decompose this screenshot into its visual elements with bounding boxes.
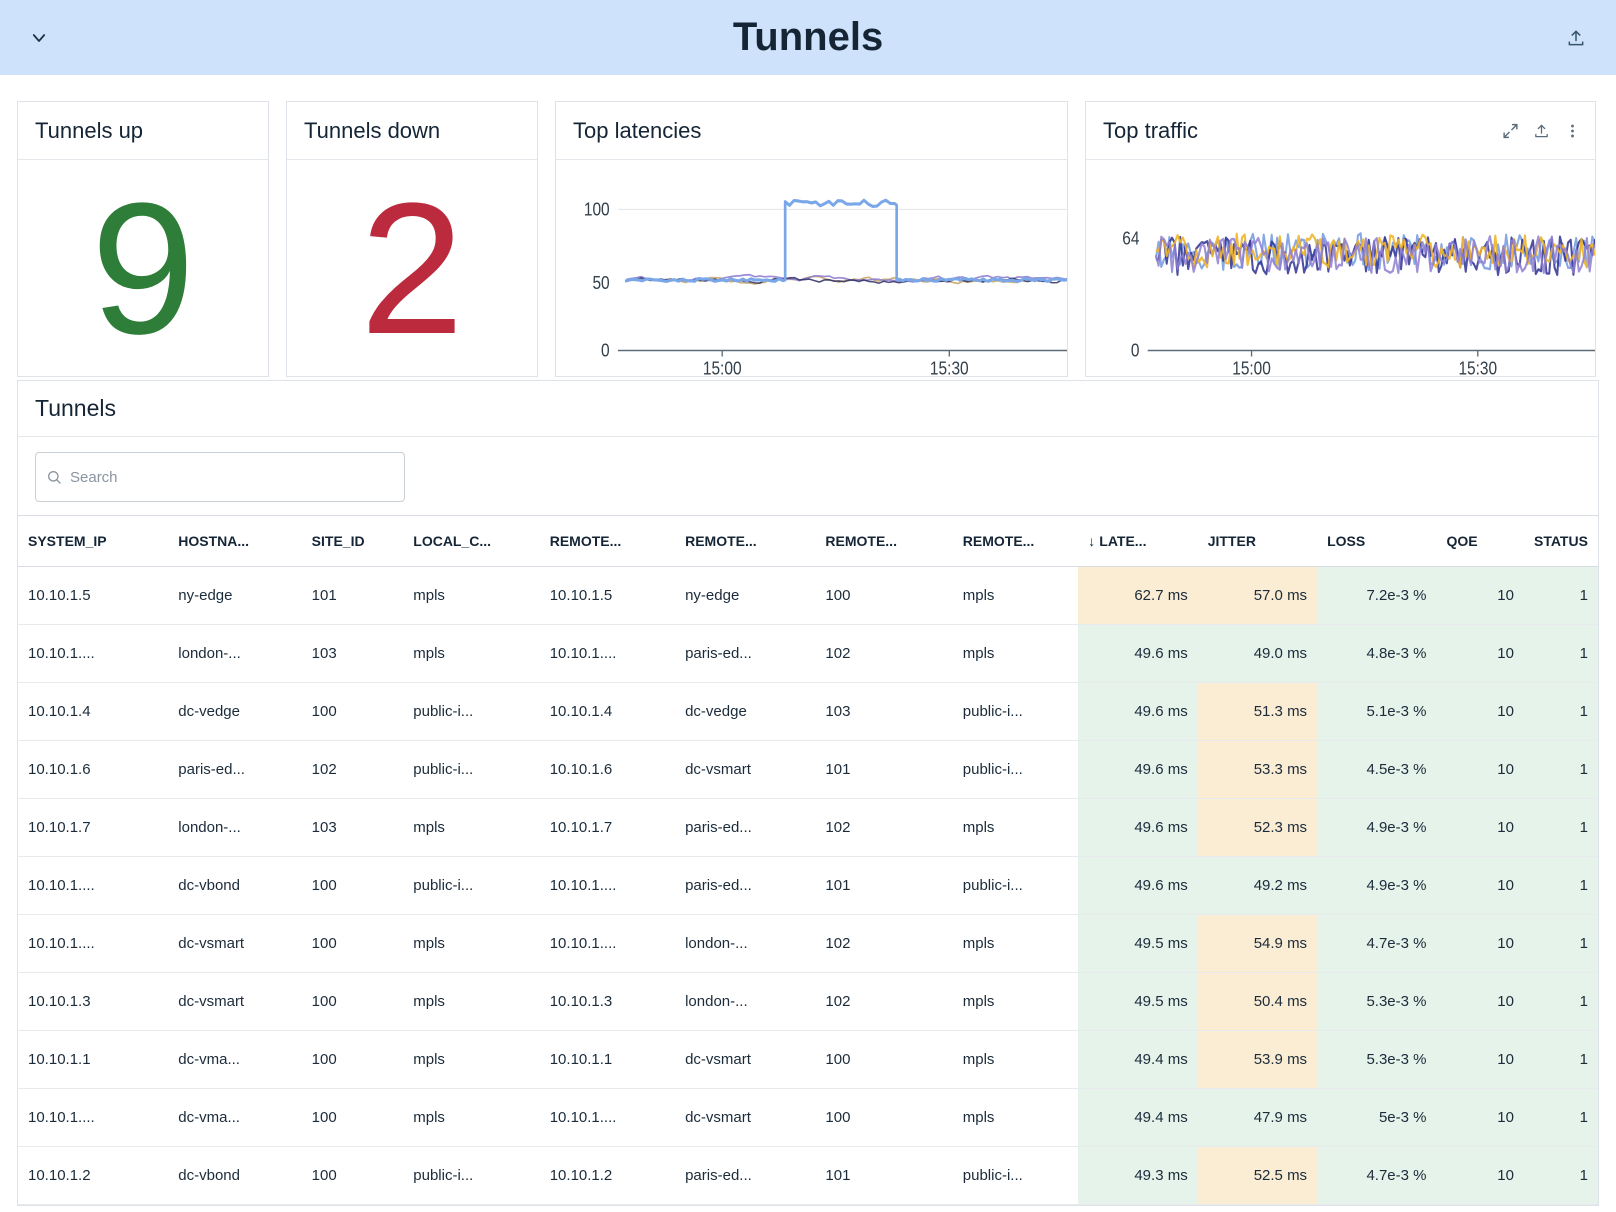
svg-text:100: 100 (584, 199, 610, 219)
svg-text:0: 0 (601, 340, 610, 360)
svg-text:64: 64 (1122, 228, 1139, 248)
svg-text:15:00: 15:00 (703, 358, 742, 377)
svg-text:15:30: 15:30 (930, 358, 969, 377)
svg-text:0: 0 (1131, 340, 1140, 360)
svg-text:15:00: 15:00 (1232, 358, 1271, 377)
svg-text:50: 50 (592, 273, 609, 293)
svg-text:15:30: 15:30 (1458, 358, 1497, 377)
